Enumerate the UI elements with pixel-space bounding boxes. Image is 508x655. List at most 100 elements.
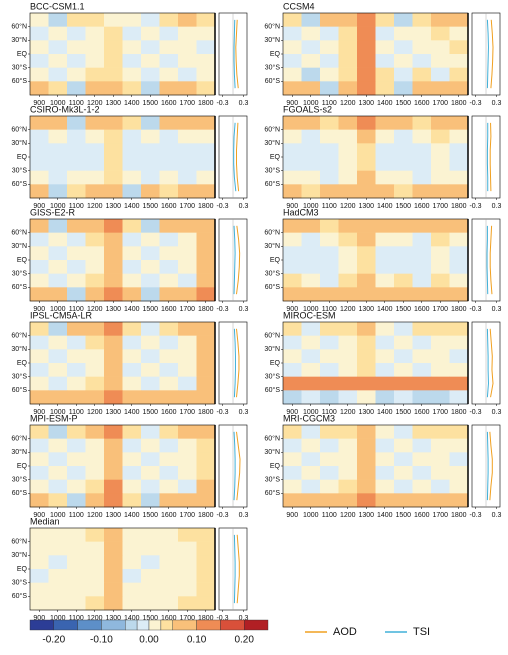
- heat-cell: [449, 349, 469, 364]
- heat-cell: [431, 260, 450, 274]
- heat-cell: [449, 479, 469, 494]
- heat-cell: [301, 493, 321, 508]
- heat-cell: [141, 493, 160, 508]
- heat-cell: [30, 438, 49, 453]
- x-tick-label: 1000: [50, 409, 66, 416]
- x-tick-label: 1800: [451, 512, 467, 519]
- heat-cell: [122, 219, 142, 233]
- heat-cell: [431, 184, 450, 199]
- heat-cell: [159, 569, 179, 583]
- heat-cell: [104, 466, 123, 480]
- x-tick-label: 1500: [142, 100, 158, 107]
- heat-cell: [394, 493, 413, 508]
- colorbar-label: 0.00: [139, 635, 159, 646]
- heat-cell: [67, 54, 86, 68]
- heat-cell: [320, 219, 339, 233]
- heat-cell: [283, 376, 302, 391]
- heat-cell: [122, 54, 142, 68]
- heat-cell: [104, 322, 123, 336]
- x-tick-label: 900: [33, 100, 45, 107]
- y-tick-label: 60°S: [265, 489, 281, 497]
- heat-cell: [30, 596, 49, 611]
- heat-cell: [48, 569, 68, 583]
- heat-cell: [30, 390, 49, 405]
- heat-cell: [122, 452, 142, 467]
- heat-cell: [283, 466, 302, 480]
- x-tick-label: 1300: [105, 512, 121, 519]
- heat-cell: [394, 466, 413, 480]
- heat-cell: [320, 425, 339, 439]
- heat-cell: [338, 81, 358, 96]
- x-tick-label: 1000: [50, 615, 66, 622]
- y-tick-label: 30°N: [11, 139, 27, 147]
- colorbar-bin: [101, 619, 126, 631]
- x-tick-label: 1600: [161, 512, 177, 519]
- heat-cell: [301, 116, 321, 130]
- heat-cell: [67, 555, 86, 570]
- x-tick-label: 1600: [414, 100, 430, 107]
- heat-cell: [85, 157, 105, 171]
- heat-cell: [375, 260, 395, 274]
- heat-cell: [67, 376, 86, 391]
- y-tick-label: 60°N: [11, 229, 27, 237]
- heat-cell: [178, 541, 197, 556]
- heat-cell: [338, 349, 358, 364]
- y-tick-label: 30°S: [265, 476, 281, 484]
- heat-cell: [375, 479, 395, 494]
- heat-cell: [67, 129, 86, 144]
- x-tick-label: 1200: [340, 100, 356, 107]
- heat-cell: [412, 273, 432, 288]
- heat-cell: [159, 541, 179, 556]
- heat-cell: [85, 129, 105, 144]
- heat-cell: [122, 528, 142, 542]
- heat-cell: [85, 81, 105, 96]
- heat-cell: [48, 425, 68, 439]
- heat-cell: [431, 376, 450, 391]
- heat-cell: [85, 322, 105, 336]
- profile-tick-label: -0.3: [216, 306, 228, 313]
- heat-cell: [320, 479, 339, 494]
- heat-cell: [283, 287, 302, 302]
- heat-cell: [67, 26, 86, 41]
- y-tick-label: 30°S: [265, 64, 281, 72]
- heat-cell: [67, 541, 86, 556]
- heat-cell: [85, 116, 105, 130]
- heat-cell: [449, 157, 469, 171]
- heat-cell: [48, 349, 68, 364]
- heat-cell: [67, 466, 86, 480]
- heat-cell: [431, 170, 450, 185]
- heat-cell: [338, 493, 358, 508]
- heat-cell: [67, 232, 86, 247]
- heat-cell: [412, 260, 432, 274]
- heat-cell: [178, 157, 197, 171]
- heat-cell: [320, 13, 339, 27]
- legend-label: AOD: [333, 626, 357, 638]
- heat-cell: [122, 582, 142, 597]
- heat-cell: [48, 438, 68, 453]
- heat-cell: [122, 116, 142, 130]
- heat-cell: [141, 184, 160, 199]
- heat-cell: [394, 363, 413, 377]
- heat-cell: [394, 287, 413, 302]
- x-tick-label: 900: [33, 306, 45, 313]
- heat-cell: [67, 425, 86, 439]
- heat-cell: [375, 335, 395, 350]
- heat-cell: [104, 582, 123, 597]
- heat-cell: [412, 452, 432, 467]
- x-tick-label: 1000: [50, 512, 66, 519]
- y-tick-label: 60°N: [264, 435, 280, 443]
- heat-cell: [141, 246, 160, 261]
- x-tick-label: 900: [33, 409, 45, 416]
- y-tick-label: 60°N: [264, 126, 280, 134]
- heat-cell: [320, 67, 339, 82]
- colorbar-bin: [53, 619, 78, 631]
- heat-cell: [357, 438, 376, 453]
- heat-cell: [412, 219, 432, 233]
- heat-cell: [357, 246, 376, 261]
- heat-cell: [301, 273, 321, 288]
- heat-cell: [357, 273, 376, 288]
- heat-cell: [338, 67, 358, 82]
- heat-cell: [159, 40, 179, 55]
- x-tick-label: 1800: [198, 203, 214, 210]
- heat-cell: [30, 273, 49, 288]
